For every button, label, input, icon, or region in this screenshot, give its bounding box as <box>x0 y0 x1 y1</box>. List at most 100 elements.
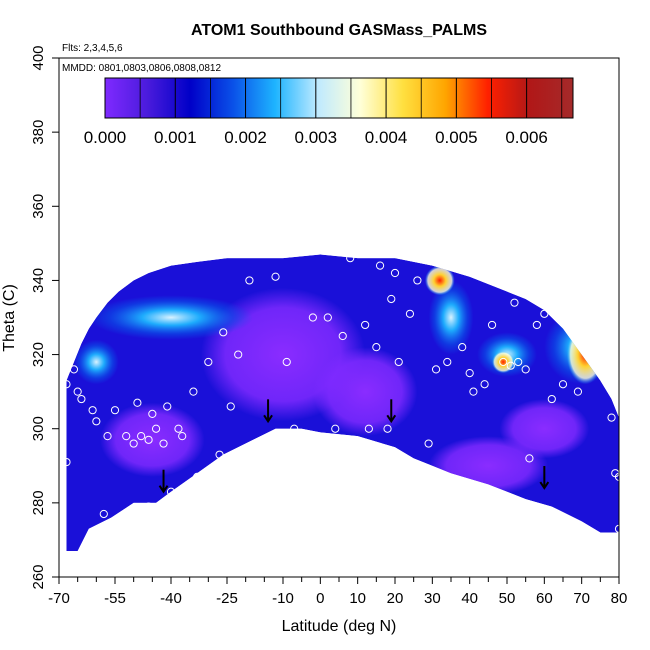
observation-point <box>361 320 370 330</box>
y-axis: 260 280 300 320 340 360 380 400 <box>30 45 59 590</box>
x-tick-label: 60 <box>536 590 553 607</box>
observation-point <box>282 357 291 367</box>
x-tick-label: 50 <box>499 590 516 607</box>
observation-point <box>375 261 385 270</box>
observation-point <box>245 276 254 285</box>
observation-point <box>110 406 120 415</box>
colorbar-tick-label: 0.004 <box>365 128 408 147</box>
observation-point <box>189 387 198 396</box>
observation-point <box>62 380 71 389</box>
heatmap-feature-band <box>88 295 254 340</box>
observation-point <box>506 361 515 370</box>
observation-point <box>443 357 452 367</box>
arrow-marker <box>386 399 397 424</box>
observation-point <box>129 439 138 448</box>
observation-point <box>193 472 202 482</box>
colorbar-gradient <box>104 77 574 119</box>
x-tick-label: 0 <box>316 590 324 607</box>
observation-point <box>144 435 153 444</box>
x-tick-label: -70 <box>48 590 70 607</box>
y-tick-label: 320 <box>30 342 47 367</box>
observation-point <box>151 424 161 433</box>
observation-point <box>499 357 508 367</box>
observation-point <box>103 432 112 441</box>
observation-point <box>204 357 213 367</box>
observation-point <box>99 509 108 519</box>
observation-point <box>271 272 280 281</box>
observation-point <box>405 309 415 318</box>
observation-point <box>122 432 131 441</box>
x-tick-label: 30 <box>424 590 441 607</box>
observation-point <box>234 350 243 359</box>
heatmap-feature-hot <box>492 350 515 374</box>
x-axis-label: Latitude (deg N) <box>282 618 397 635</box>
x-tick-label: 20 <box>387 590 404 607</box>
observation-point <box>387 294 396 304</box>
observation-point <box>514 357 523 367</box>
observation-point <box>323 313 332 322</box>
x-axis: -70 -55 -40 -25 -10 0 10 20 30 40 50 60 70 80 <box>48 577 627 607</box>
colorbar-tick-label: 0.001 <box>154 128 197 147</box>
observation-point <box>338 331 347 341</box>
y-tick-label: 400 <box>30 45 47 70</box>
heatmap-feature-band <box>428 280 474 355</box>
observation-point <box>383 424 392 433</box>
observation-point <box>573 387 583 396</box>
observation-point <box>469 387 478 396</box>
y-axis-label: Theta (C) <box>1 284 18 352</box>
observation-point <box>178 432 187 441</box>
observation-point <box>92 417 101 426</box>
observation-point <box>148 409 157 418</box>
x-tick-label: -55 <box>104 590 126 607</box>
colorbar-tick-label: 0.005 <box>435 128 478 147</box>
observation-point <box>133 398 142 407</box>
observation-point <box>487 320 497 330</box>
colorbar-tick-label: 0.003 <box>295 128 338 147</box>
x-tick-label: -40 <box>160 590 182 607</box>
observation-point <box>614 524 619 533</box>
colorbar-tick-label: 0.000 <box>84 128 127 147</box>
observation-point <box>144 502 153 511</box>
x-tick-label: -10 <box>272 590 294 607</box>
chart-title: ATOM1 Southbound GASMass_PALMS <box>191 22 487 39</box>
observation-point <box>226 402 235 411</box>
observation-point <box>431 365 441 374</box>
heatmap-feature-band <box>73 339 119 385</box>
heatmap-feature-hot <box>566 324 605 385</box>
observation-point <box>521 365 530 374</box>
arrow-marker <box>539 466 550 490</box>
observation-point <box>219 328 228 337</box>
observation-point <box>151 506 161 515</box>
observation-point <box>166 487 176 496</box>
y-tick-label: 340 <box>30 268 47 293</box>
observation-point <box>413 276 422 285</box>
observation-point <box>163 402 172 411</box>
arrows <box>158 399 550 494</box>
observation-point <box>465 369 474 378</box>
observation-point <box>215 450 224 459</box>
observation-point <box>458 343 467 352</box>
x-tick-label: 10 <box>349 590 366 607</box>
observation-point <box>77 394 86 404</box>
x-tick-label: 70 <box>573 590 590 607</box>
observation-point <box>88 406 97 415</box>
observation-point <box>607 413 616 422</box>
observation-point <box>480 380 489 389</box>
x-tick-label: 80 <box>611 590 628 607</box>
observation-point <box>510 298 519 307</box>
heatmap-feature-core <box>499 399 590 459</box>
y-tick-label: 280 <box>30 490 47 515</box>
observation-point <box>540 309 549 318</box>
observation-point <box>174 424 183 433</box>
y-tick-label: 260 <box>30 564 47 589</box>
colorbar-tick-label: 0.002 <box>224 128 267 147</box>
observation-point <box>614 472 619 482</box>
flights-note: Flts: 2,3,4,5,6 <box>62 43 123 54</box>
observation-point <box>424 439 433 448</box>
y-tick-label: 360 <box>30 194 47 219</box>
observation-point <box>558 380 568 389</box>
x-tick-label: 40 <box>461 590 478 607</box>
x-tick-label: -25 <box>216 590 238 607</box>
observation-point <box>62 457 71 467</box>
